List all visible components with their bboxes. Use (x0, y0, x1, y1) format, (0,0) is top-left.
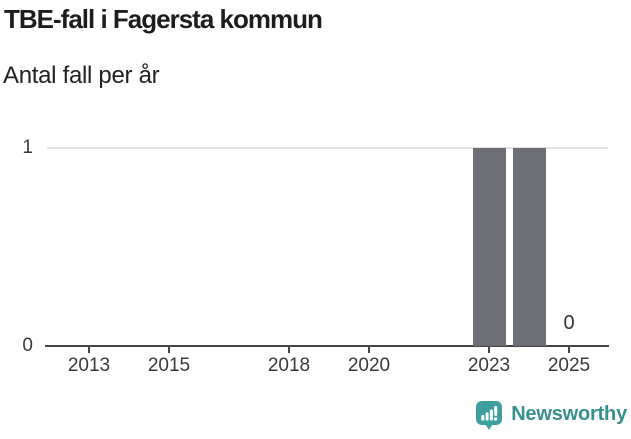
x-axis-tick-label: 2013 (67, 355, 111, 376)
x-axis-tick (488, 347, 490, 353)
x-axis-line (45, 345, 609, 347)
bar-2023 (472, 148, 506, 346)
x-axis-tick-label: 2025 (547, 355, 591, 376)
newsworthy-logo-icon (476, 401, 503, 430)
chart-subtitle: Antal fall per år (3, 62, 160, 89)
brand-logo: Newsworthy (475, 400, 627, 431)
y-gridline (47, 147, 608, 149)
x-axis-tick (568, 347, 570, 353)
chart-title: TBE-fall i Fagersta kommun (4, 4, 323, 34)
y-axis-tick-label: 1 (22, 137, 33, 158)
x-axis-tick (168, 347, 170, 353)
brand-name: Newsworthy (511, 402, 627, 425)
x-axis-tick-label: 2020 (347, 355, 391, 376)
x-axis-tick (288, 347, 290, 353)
x-axis-tick-label: 2023 (467, 355, 511, 376)
x-axis-tick (368, 347, 370, 353)
bar-value-label: 0 (563, 312, 575, 334)
x-axis-tick-label: 2015 (147, 355, 191, 376)
bar-2024 (512, 148, 546, 346)
x-axis-tick-label: 2018 (267, 355, 311, 376)
y-axis-tick-label: 0 (22, 335, 33, 356)
x-axis-tick (88, 347, 90, 353)
